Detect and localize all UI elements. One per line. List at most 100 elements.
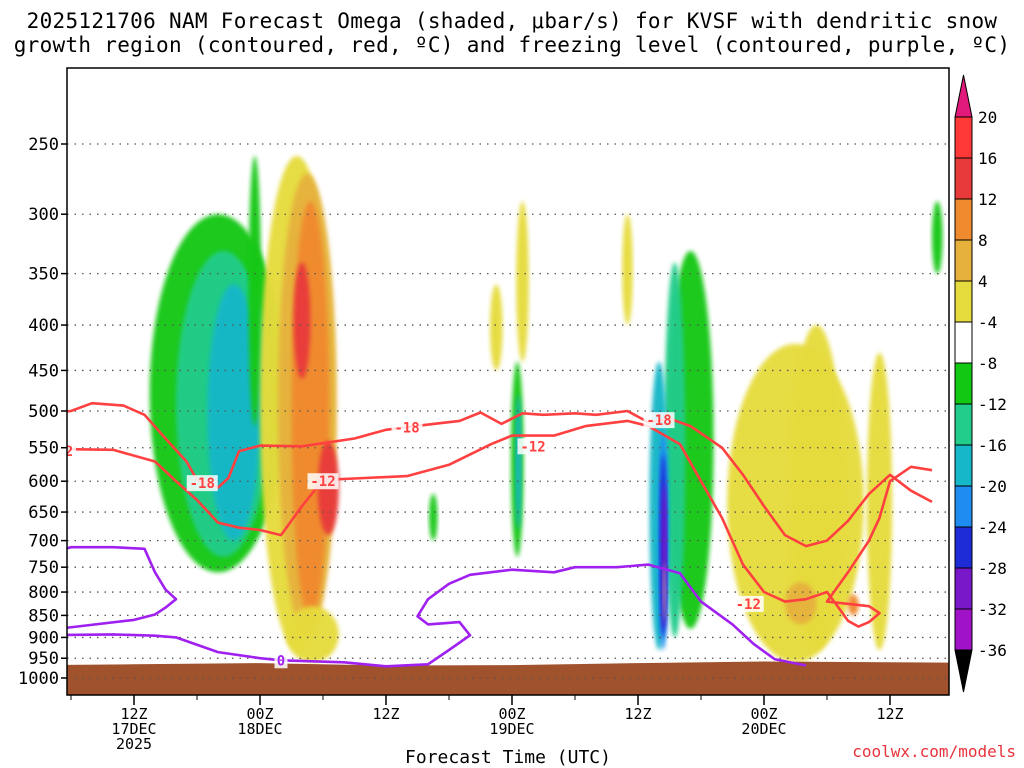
credit-text: coolwx.com/models	[852, 742, 1016, 761]
chart-title-line2: growth region (contoured, red, ºC) and f…	[13, 33, 1011, 57]
omega-shade-region	[293, 262, 311, 379]
colorbar-segment	[954, 403, 973, 446]
colorbar-label: -8	[978, 354, 997, 373]
colorbar-segment	[954, 280, 973, 323]
y-tick-label: 250	[28, 135, 59, 155]
contour-label: -18	[190, 476, 215, 492]
contour-label-bg	[274, 652, 288, 669]
y-tick-label: 850	[28, 606, 59, 626]
contour-label: -18	[646, 413, 671, 429]
colorbar-segment	[954, 321, 973, 364]
colorbar-segment	[954, 485, 973, 528]
colorbar-label: 4	[978, 272, 988, 291]
omega-shade-region	[932, 201, 943, 274]
colorbar-segment	[954, 526, 973, 569]
colorbar-label: -32	[978, 600, 1007, 619]
omega-shade-region	[866, 352, 893, 651]
contour-label-bg	[517, 438, 549, 455]
colorbar-label: -20	[978, 477, 1007, 496]
x-tick-label: 2025	[116, 735, 152, 753]
chart-title-line1: 2025121706 NAM Forecast Omega (shaded, μ…	[26, 9, 998, 33]
y-tick-label: 800	[28, 583, 59, 603]
y-tick-label: 750	[28, 558, 59, 578]
omega-shade-region	[785, 582, 817, 625]
colorbar-under-triangle	[954, 649, 973, 693]
terrain-ground	[67, 661, 949, 695]
x-tick-label: 00Z	[498, 705, 525, 723]
colorbar-label: -16	[978, 436, 1007, 455]
colorbar-segment	[954, 198, 973, 241]
x-tick-label: 17DEC	[111, 720, 156, 738]
colorbar-segment	[954, 239, 973, 282]
y-tick-label: 950	[28, 649, 59, 669]
y-tick-label: 500	[28, 402, 59, 422]
omega-shade-region	[790, 325, 843, 650]
contour-label-bg	[307, 473, 339, 490]
colorbar-label: 16	[978, 149, 997, 168]
x-tick-label: 12Z	[876, 705, 903, 723]
x-tick-label: 12Z	[624, 705, 651, 723]
y-tick-label: 1000	[18, 669, 59, 689]
contour-label: -12	[736, 597, 761, 613]
contour-minus18	[67, 401, 933, 548]
pressure-gridlines	[67, 143, 949, 679]
colorbar-segment	[954, 444, 973, 487]
colorbar-segment	[954, 567, 973, 610]
omega-shade-region	[664, 262, 686, 638]
contour-label-bg	[732, 595, 764, 612]
omega-shade-region	[207, 284, 261, 541]
colorbar-label: 20	[978, 108, 997, 127]
y-tick-label: 450	[28, 361, 59, 381]
x-tick-label: 12Z	[372, 705, 399, 723]
contour-label-bg	[643, 412, 675, 429]
y-tick-label: 550	[28, 439, 59, 459]
y-tick-label: 650	[28, 503, 59, 523]
colorbar-segment	[954, 116, 973, 159]
contour-label-bg	[186, 475, 218, 492]
colorbar-segment	[954, 362, 973, 405]
y-tick-label: 600	[28, 472, 59, 492]
x-tick-label: 18DEC	[237, 720, 282, 738]
y-tick-label: 900	[28, 628, 59, 648]
x-tick-label: 12Z	[120, 705, 147, 723]
colorbar-segment	[954, 157, 973, 200]
contour-label: -18	[394, 421, 419, 437]
omega-shade-region	[516, 201, 529, 362]
x-tick-label: 00Z	[750, 705, 777, 723]
contour-label: -12	[48, 444, 73, 460]
y-tick-label: 400	[28, 316, 59, 336]
contour-minus12	[67, 419, 933, 628]
x-tick-label: 00Z	[246, 705, 273, 723]
omega-shade-region	[429, 493, 438, 541]
omega-shade-region	[248, 156, 262, 427]
contour-freezing-level	[67, 545, 807, 668]
colorbar-label: -24	[978, 518, 1007, 537]
y-axis: 2503003504004505005506006507007508008509…	[18, 135, 67, 689]
colorbar-label: -4	[978, 313, 997, 332]
omega-shade-region	[286, 606, 339, 663]
colorbar-over-triangle	[954, 74, 973, 118]
y-tick-label: 300	[28, 205, 59, 225]
x-tick-label: 20DEC	[741, 720, 786, 738]
y-tick-label: 350	[28, 265, 59, 285]
colorbar-label: 8	[978, 231, 988, 250]
y-tick-label: 700	[28, 532, 59, 552]
contour-label: 0	[277, 653, 285, 669]
x-tick-label: 19DEC	[489, 720, 534, 738]
omega-shade-region	[490, 284, 503, 371]
contour-label: -12	[310, 474, 335, 490]
plot-frame	[66, 67, 950, 696]
temperature-contours	[67, 401, 933, 668]
colorbar-label: -28	[978, 559, 1007, 578]
contour-label: -12	[520, 439, 545, 455]
omega-shading	[149, 156, 943, 663]
omega-shade-region	[515, 395, 522, 530]
omega-shade-region	[661, 481, 667, 629]
colorbar-label: 12	[978, 190, 997, 209]
omega-shade-region	[663, 562, 666, 620]
ground-surface	[67, 661, 949, 695]
